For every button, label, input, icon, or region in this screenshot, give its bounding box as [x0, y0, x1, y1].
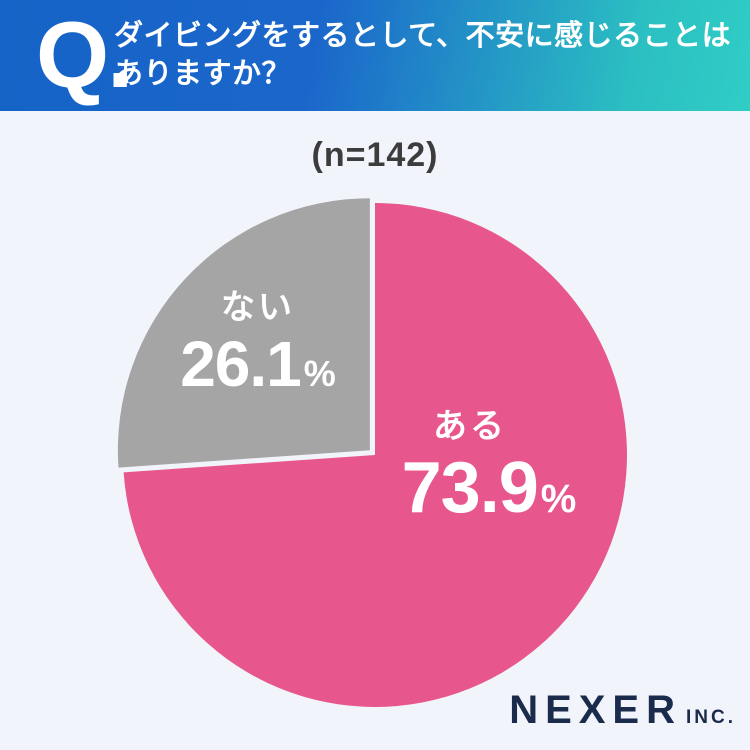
slice-value-nai-percent-sign: % [303, 353, 336, 394]
slice-value-nai-number: 26.1 [180, 328, 302, 400]
pie-slice-1 [117, 198, 370, 468]
question-header: Q. ダイビングをするとして、不安に感じることは ありますか？ [0, 0, 750, 111]
q-mark-label: Q. [36, 2, 133, 107]
slice-value-aru: 73.9 % [402, 447, 577, 529]
slice-label-nai: ない [221, 288, 295, 327]
nexer-logo: NEXER INC. [509, 688, 736, 733]
slice-value-aru-number: 73.9 [401, 448, 539, 528]
slice-value-aru-percent-sign: % [540, 477, 577, 521]
question-text: ダイビングをするとして、不安に感じることは ありますか？ [114, 17, 731, 93]
question-line-2: ありますか？ [114, 58, 292, 90]
nexer-logo-suffix: INC. [686, 707, 736, 728]
pie-slice-0 [123, 203, 627, 707]
question-line-1: ダイビングをするとして、不安に感じることは [114, 20, 732, 52]
nexer-logo-name: NEXER [509, 688, 682, 732]
slice-label-aru: ある [433, 407, 507, 446]
slice-value-nai: 26.1 % [180, 327, 336, 401]
sample-size-note: (n=142) [311, 136, 439, 174]
